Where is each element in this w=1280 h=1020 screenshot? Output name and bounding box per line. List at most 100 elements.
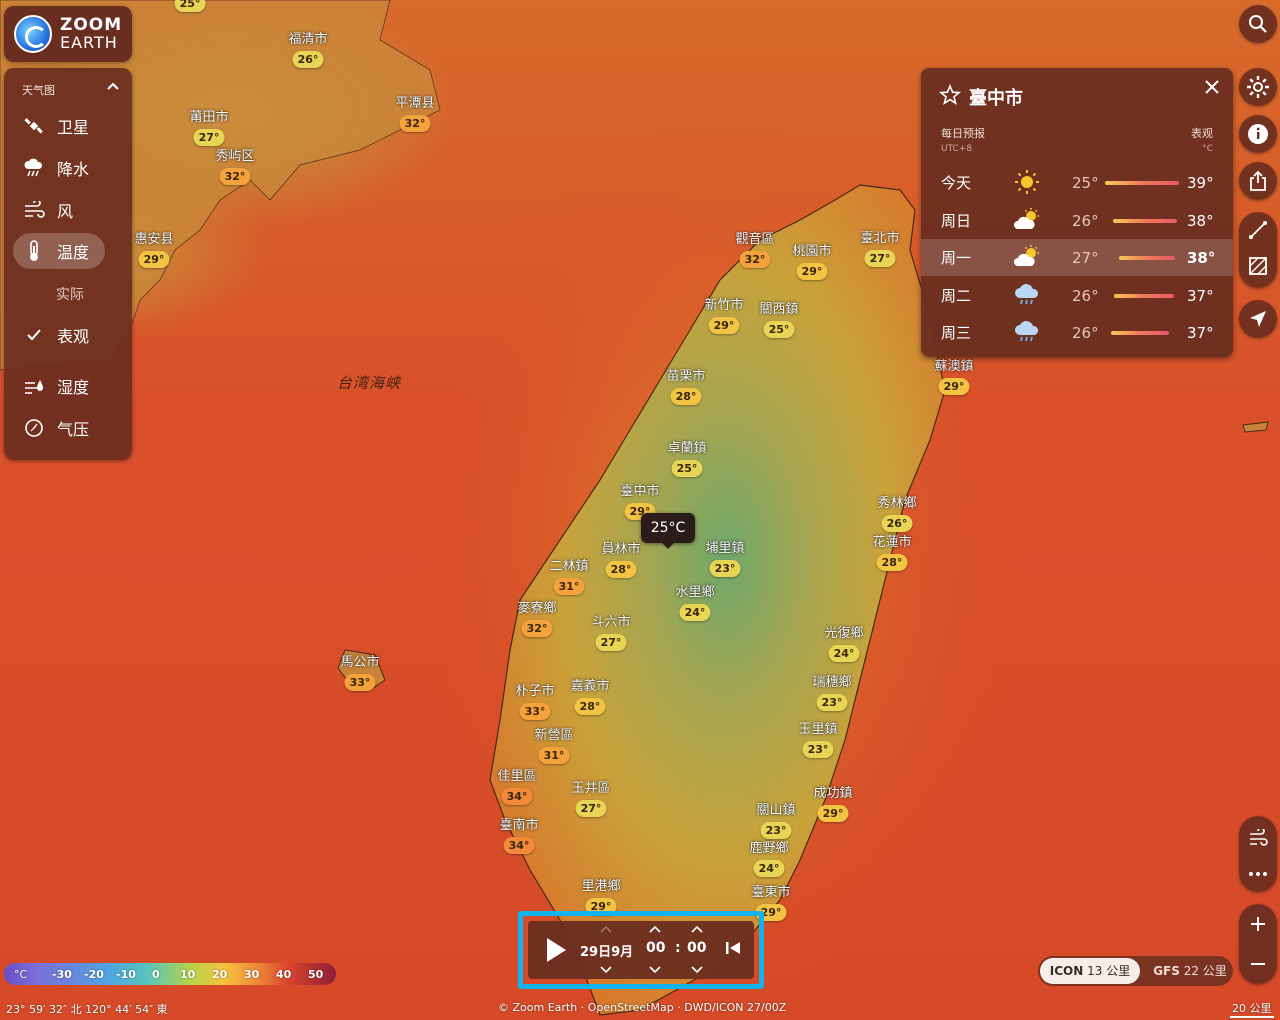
layer-wind[interactable]: 风 xyxy=(13,192,105,228)
city-marker[interactable]: 福清市 26° xyxy=(288,32,328,68)
layer-humidity[interactable]: 湿度 xyxy=(13,368,105,404)
chevron-down-icon[interactable] xyxy=(691,966,703,974)
city-marker[interactable]: 鹿野鄉 24° xyxy=(749,841,789,877)
zoom-in-button[interactable] xyxy=(1239,904,1277,944)
model-gfs-option[interactable]: GFS 22 公里 xyxy=(1153,964,1227,978)
temperature-feels-option[interactable]: 表观 xyxy=(13,317,105,353)
minute-value[interactable]: 00 xyxy=(687,940,707,956)
close-icon[interactable] xyxy=(1205,80,1219,94)
time-colon: : xyxy=(675,940,681,956)
city-marker[interactable]: 桃園市 29° xyxy=(792,244,832,280)
map-attribution[interactable]: © Zoom Earth · OpenStreetMap · DWD/ICON … xyxy=(498,1001,787,1014)
city-marker[interactable]: 莆田市 27° xyxy=(189,110,229,146)
legend-tick: 50 xyxy=(308,967,324,981)
forecast-row[interactable]: 今天 25° 39° xyxy=(921,164,1233,201)
rain-cloud-icon xyxy=(23,157,45,179)
chevron-down-icon[interactable] xyxy=(600,966,612,974)
city-marker[interactable]: 二林鎮 31° xyxy=(549,559,589,595)
locate-button[interactable] xyxy=(1239,300,1277,338)
settings-button[interactable] xyxy=(1239,68,1277,106)
forecast-row[interactable]: 周二 26° 37° xyxy=(921,277,1233,314)
chevron-down-icon[interactable] xyxy=(649,966,661,974)
measure-area-button[interactable] xyxy=(1239,248,1277,284)
city-marker[interactable]: 嘉義市 28° xyxy=(570,679,610,715)
city-marker[interactable]: 25° xyxy=(174,0,206,12)
city-marker[interactable]: 卓蘭鎮 25° xyxy=(667,441,707,477)
city-marker[interactable]: 玉井區 27° xyxy=(571,781,611,817)
forecast-row[interactable]: 周三 26° 37° xyxy=(921,314,1233,351)
city-marker[interactable]: 苗栗市 28° xyxy=(666,369,706,405)
model-icon-option[interactable]: ICON 13 公里 xyxy=(1040,958,1140,984)
zoom-controls xyxy=(1239,904,1277,984)
hour-value[interactable]: 00 xyxy=(646,940,666,956)
play-icon[interactable] xyxy=(544,936,568,964)
forecast-row[interactable]: 周日 26° 38° xyxy=(921,202,1233,239)
city-marker[interactable]: 新營區 31° xyxy=(534,728,574,764)
city-marker[interactable]: 平潭县 32° xyxy=(395,96,435,132)
search-button[interactable] xyxy=(1239,5,1277,43)
city-marker[interactable]: 蘇澳鎮 29° xyxy=(934,359,974,395)
legend-tick: 40 xyxy=(276,967,292,981)
unit-label: °C xyxy=(1202,144,1213,154)
city-marker[interactable]: 員林市 28° xyxy=(601,542,641,578)
layer-label: 卫星 xyxy=(57,118,90,137)
more-button[interactable] xyxy=(1239,856,1277,892)
city-marker[interactable]: 觀音區 32° xyxy=(735,232,775,268)
layer-pressure[interactable]: 气压 xyxy=(13,410,105,446)
city-marker[interactable]: 成功鎮 29° xyxy=(813,786,853,822)
city-marker[interactable]: 光復鄉 24° xyxy=(824,626,864,662)
city-marker[interactable]: 惠安县 29° xyxy=(134,232,174,268)
more-dots-icon xyxy=(1249,872,1267,876)
layer-satellite[interactable]: 卫星 xyxy=(13,108,105,144)
city-marker[interactable]: 秀屿区 32° xyxy=(215,149,255,185)
city-marker[interactable]: 瑞穗鄉 23° xyxy=(812,675,852,711)
city-marker[interactable]: 臺南市 34° xyxy=(499,818,539,854)
city-marker[interactable]: 秀林鄉 26° xyxy=(877,496,917,532)
temperature-actual-option[interactable]: 实际 xyxy=(56,287,84,303)
city-marker[interactable]: 斗六市 27° xyxy=(591,615,631,651)
legend-tick: 30 xyxy=(244,967,260,981)
zoom-out-button[interactable] xyxy=(1239,944,1277,984)
city-marker[interactable]: 埔里鎮 23° xyxy=(705,541,745,577)
overlay-tools-group xyxy=(1239,816,1277,892)
forecast-row-selected[interactable]: 周一 27° 38° xyxy=(921,239,1233,276)
model-switch: ICON 13 公里 GFS 22 公里 xyxy=(1038,956,1233,986)
city-marker[interactable]: 里港鄉 29° xyxy=(581,879,621,915)
chevron-up-icon[interactable] xyxy=(691,925,703,933)
chevron-up-icon[interactable] xyxy=(649,925,661,933)
city-marker[interactable]: 佳里區 34° xyxy=(497,769,537,805)
gear-icon xyxy=(1247,76,1269,98)
zoom-earth-logo[interactable]: ZOOM EARTH xyxy=(4,6,132,62)
humidity-icon xyxy=(23,375,45,397)
chevron-up-icon[interactable] xyxy=(106,80,120,94)
info-button[interactable] xyxy=(1239,115,1277,153)
share-button[interactable] xyxy=(1239,162,1277,200)
temperature-tooltip: 25°C xyxy=(641,513,695,549)
city-marker[interactable]: 花蓮市 28° xyxy=(872,535,912,571)
rain-icon xyxy=(1015,321,1039,342)
date-value[interactable]: 29日9月 xyxy=(580,945,634,960)
layer-label: 气压 xyxy=(57,420,90,439)
checkmark-icon xyxy=(23,324,45,346)
city-marker[interactable]: 臺東市 29° xyxy=(751,885,791,921)
city-marker[interactable]: 朴子市 33° xyxy=(515,684,555,720)
legend-tick: 10 xyxy=(180,967,196,981)
skip-back-icon[interactable] xyxy=(725,940,741,956)
layer-precipitation[interactable]: 降水 xyxy=(13,150,105,186)
wind-overlay-button[interactable] xyxy=(1239,820,1277,856)
city-marker[interactable]: 水里鄉 24° xyxy=(675,585,715,621)
city-marker[interactable]: 麥寮鄉 32° xyxy=(517,601,557,637)
city-marker[interactable]: 臺北市 27° xyxy=(860,231,900,267)
layer-temperature[interactable]: 温度 xyxy=(13,233,105,269)
city-marker[interactable]: 關西鎮 25° xyxy=(759,302,799,338)
city-marker[interactable]: 新竹市 29° xyxy=(704,298,744,334)
city-marker[interactable]: 馬公市 33° xyxy=(340,655,380,691)
city-marker[interactable]: 關山鎮 23° xyxy=(756,803,796,839)
chevron-up-icon[interactable] xyxy=(600,925,612,933)
city-marker[interactable]: 玉里鎮 23° xyxy=(798,722,838,758)
star-icon[interactable] xyxy=(939,84,961,106)
measure-tools-group xyxy=(1239,212,1277,288)
measure-distance-button[interactable] xyxy=(1239,212,1277,248)
search-icon xyxy=(1249,15,1267,33)
map-scale: 20 公里 xyxy=(1230,1000,1274,1018)
